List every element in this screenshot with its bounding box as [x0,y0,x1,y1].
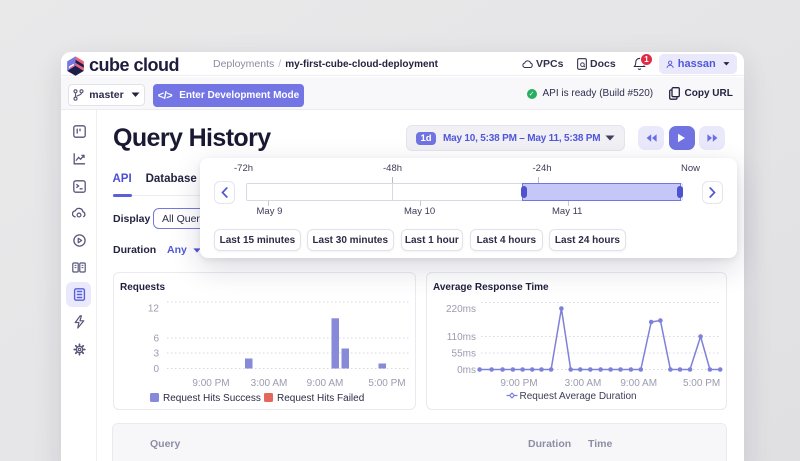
svg-text:Request Hits Failed: Request Hits Failed [277,393,364,404]
svg-text:6: 6 [153,334,159,345]
svg-text:9:00 AM: 9:00 AM [307,378,344,389]
svg-text:55ms: 55ms [452,349,476,360]
svg-text:3:00 AM: 3:00 AM [251,378,288,389]
svg-text:5:00 PM: 5:00 PM [368,378,405,389]
svg-text:0ms: 0ms [457,365,476,376]
svg-text:110ms: 110ms [447,332,476,343]
svg-text:0: 0 [153,364,159,375]
svg-text:Request Average Duration: Request Average Duration [520,391,637,402]
svg-text:9:00 PM: 9:00 PM [192,378,229,389]
svg-text:220ms: 220ms [446,304,476,315]
svg-text:9:00 PM: 9:00 PM [500,378,537,389]
svg-text:3:00 AM: 3:00 AM [565,378,602,389]
svg-text:5:00 PM: 5:00 PM [683,378,720,389]
svg-text:3: 3 [153,349,159,360]
svg-text:9:00 AM: 9:00 AM [620,378,657,389]
svg-text:12: 12 [148,304,160,315]
svg-text:Request Hits Success: Request Hits Success [163,393,261,404]
